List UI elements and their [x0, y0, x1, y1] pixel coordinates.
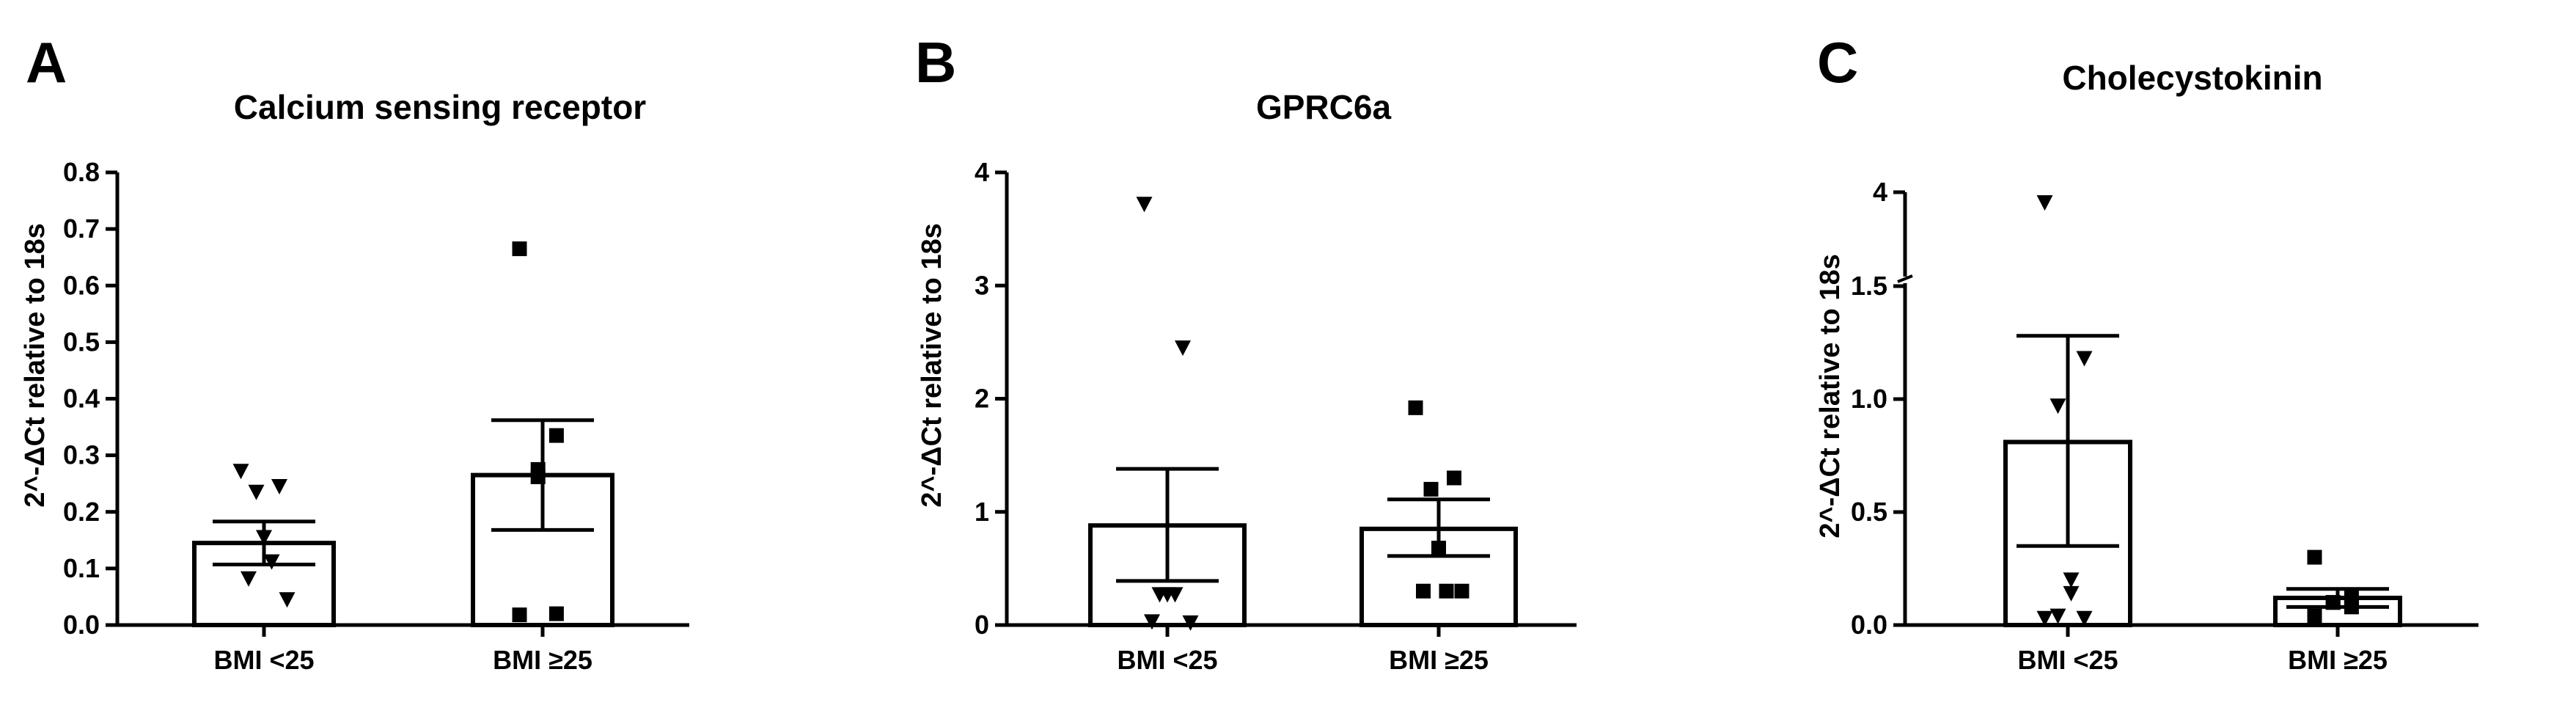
axis-break-mark [1897, 274, 1913, 283]
data-point-square [1408, 400, 1423, 415]
x-category-label: BMI ≥25 [2288, 645, 2388, 675]
panel-b: B GPRC6a 2^-ΔCt relative to 18s 0 1 2 3 4 BMI <2… [915, 30, 1577, 675]
y-tick-label: 2 [975, 384, 989, 414]
data-point-triangle [2036, 610, 2053, 627]
y-tick-label: 0.3 [63, 440, 100, 470]
data-point-triangle [2063, 585, 2080, 602]
data-point-triangle [2050, 608, 2066, 624]
y-tick-label: 4 [1873, 177, 1887, 207]
data-point-square [1447, 470, 1461, 486]
x-category-label: BMI <25 [2017, 645, 2118, 675]
data-point-triangle [232, 464, 249, 480]
data-point-square [512, 607, 527, 623]
data-point-triangle [1144, 614, 1160, 630]
data-point-triangle [271, 479, 287, 495]
chart-title: Cholecystokinin [2062, 59, 2322, 97]
data-point-square [2307, 608, 2322, 624]
data-point-triangle [241, 571, 257, 587]
panel-a: A Calcium sensing receptor 2^-ΔCt relative… [20, 30, 689, 675]
data-point-square [1423, 481, 1439, 497]
y-axis-title: 2^-ΔCt relative to 18s [20, 223, 51, 507]
data-point-square [1454, 583, 1469, 599]
y-tick-label: 4 [975, 157, 989, 187]
chart-title: GPRC6a [1256, 88, 1391, 126]
y-tick-label: 0.0 [63, 610, 100, 640]
data-point-triangle [2063, 572, 2080, 588]
y-tick-label: 1.0 [1851, 384, 1887, 414]
data-point-triangle [1167, 587, 1184, 603]
data-point-square [1416, 583, 1431, 599]
panel-letter: A [26, 30, 67, 95]
data-point-triangle [248, 484, 265, 500]
data-point-triangle [263, 554, 280, 570]
y-tick-label: 1.5 [1851, 271, 1887, 301]
panel-letter: B [915, 30, 956, 95]
y-tick-label: 0.0 [1851, 610, 1887, 640]
y-axis-title: 2^-ΔCt relative to 18s [917, 223, 947, 507]
data-point-triangle [1175, 340, 1191, 357]
y-tick-label: 0.1 [63, 553, 100, 583]
y-tick-label: 1 [975, 497, 989, 527]
y-tick-label: 0.4 [63, 384, 100, 414]
data-point-square [1439, 583, 1454, 599]
data-point-square [2307, 549, 2322, 565]
panel-letter: C [1817, 30, 1858, 95]
y-tick-label: 3 [975, 270, 989, 300]
y-tick-label: 0.5 [1851, 497, 1887, 527]
data-point-square [548, 428, 564, 443]
data-point-triangle [1136, 197, 1153, 213]
data-point-triangle [2036, 195, 2053, 211]
data-point-triangle [2076, 351, 2093, 367]
data-point-triangle [279, 592, 296, 608]
data-point-square [512, 241, 527, 257]
x-category-label: BMI <25 [1117, 645, 1217, 675]
data-point-square [548, 606, 564, 621]
y-tick-label: 0.7 [63, 213, 100, 244]
y-tick-label: 0.2 [63, 497, 100, 527]
data-point-triangle [1182, 615, 1199, 631]
data-point-triangle [2076, 610, 2093, 627]
y-axis-title: 2^-ΔCt relative to 18s [1815, 254, 1846, 538]
chart-title: Calcium sensing receptor [234, 88, 646, 126]
data-point-triangle [2050, 398, 2066, 414]
x-category-label: BMI ≥25 [493, 645, 592, 675]
y-tick-label: 0.5 [63, 326, 100, 357]
y-tick-label: 0.6 [63, 270, 100, 300]
x-category-label: BMI <25 [213, 645, 314, 675]
x-category-label: BMI ≥25 [1389, 645, 1489, 675]
y-tick-label: 0 [975, 610, 989, 640]
y-tick-label: 0.8 [63, 157, 100, 187]
